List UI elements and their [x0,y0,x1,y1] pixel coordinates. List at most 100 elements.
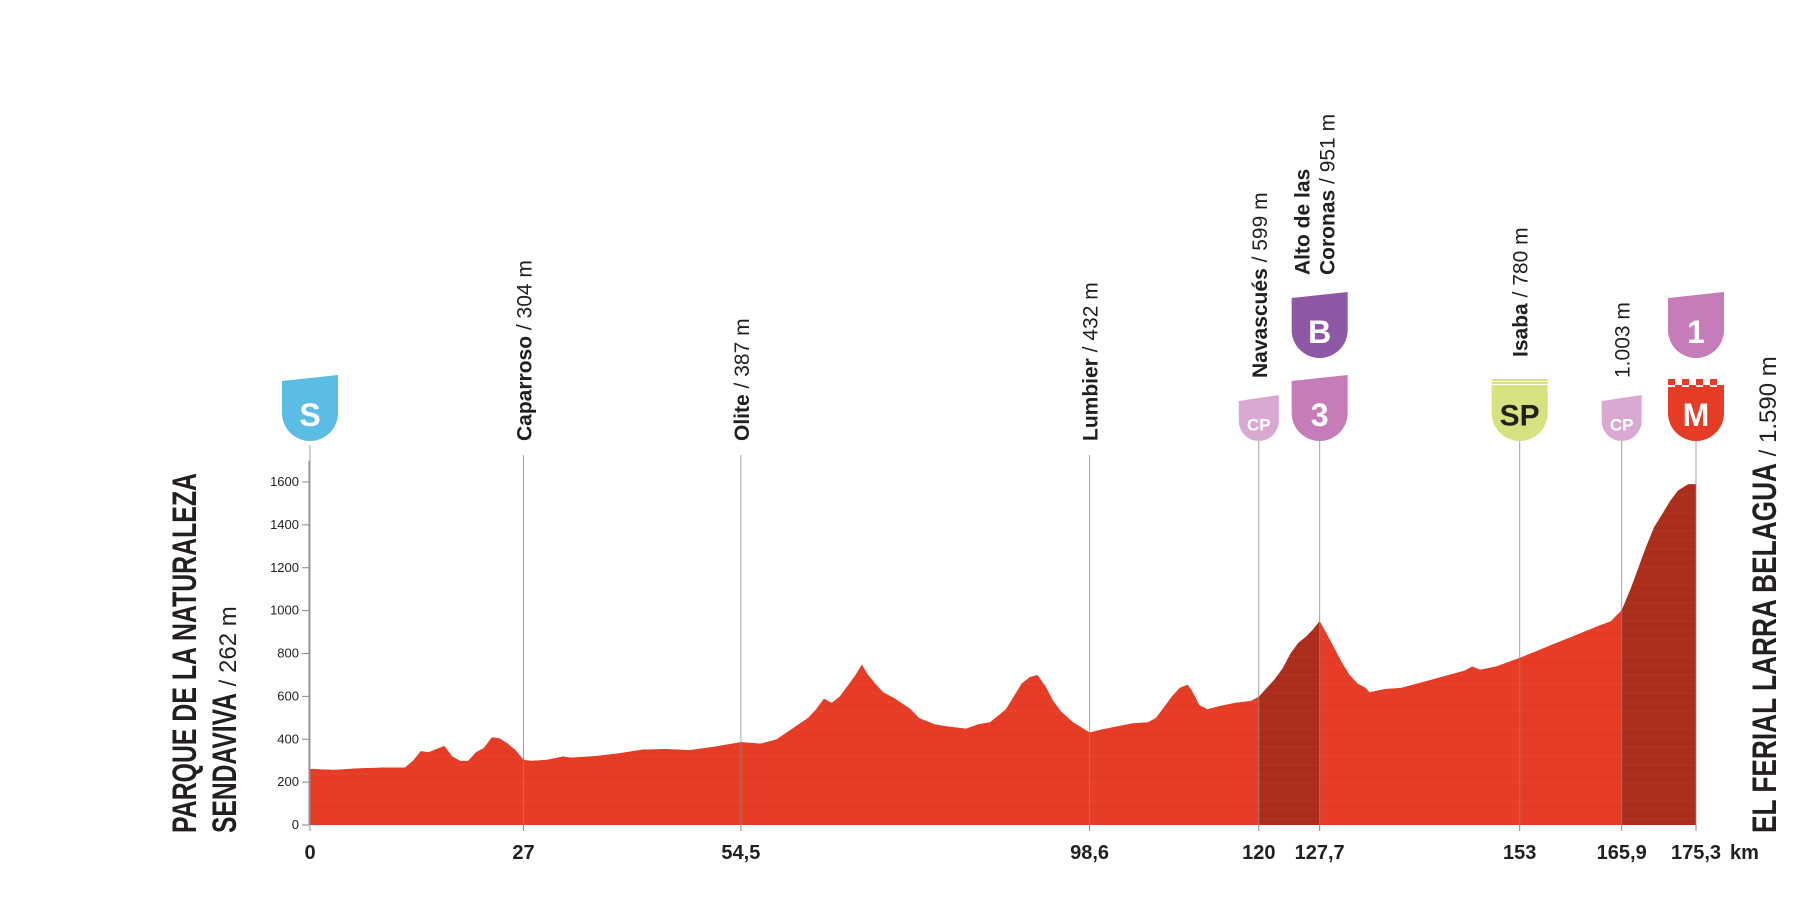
place-text: Olite / 387 m [731,318,754,441]
place-text: Isaba / 780 m [1510,227,1533,357]
x-tick-label: 0 [304,842,315,864]
start-label-altitude: / 262 m [215,606,242,693]
place-label: Caparroso / 304 m [513,260,536,441]
place-text: Navascués / 599 m [1249,192,1272,378]
place-label: Lumbier / 432 m [1080,282,1103,441]
cp-badge-label: CP [1247,415,1271,434]
start-badge-flag [282,375,338,387]
place-text: Caparroso / 304 m [513,260,536,441]
place-name: Olite [731,394,754,441]
cp-badge-flag [1601,395,1642,407]
x-tick-label: 175,3 [1671,842,1721,864]
place-altitude: / 951 m [1317,114,1340,190]
x-axis: 0 27 54,5 98,6 120 127,7 153 165,9 175,3 km [304,825,1759,864]
profile-area [310,484,1696,825]
place-name-line2: Coronas / 951 m [1317,114,1340,275]
elevation-profile [310,0,1696,825]
cat1-badge-shape [1668,304,1724,358]
cat1-badge-label: 1 [1687,314,1705,350]
checker-square [1696,379,1703,385]
cp-badge: CP [1601,395,1642,442]
sp-badge: SP [1491,379,1548,442]
guide-lines [309,440,1697,825]
place-altitude: / 780 m [1510,227,1533,303]
profile-sky-mask [310,0,1696,770]
start-badge: S [282,375,338,441]
place-name: Navascués [1249,268,1272,378]
place-label: Olite / 387 m [731,318,754,441]
sp-badge-shape [1491,387,1548,442]
y-tick-label: 400 [277,731,299,746]
badges: S CP 3 B SP CP M 1 [282,292,1724,442]
y-tick-label: 1400 [270,517,299,532]
catB-badge: B [1291,292,1348,359]
cp-badge-label: CP [1610,415,1634,434]
y-tick-label: 1600 [270,474,299,489]
cat1-badge: 1 [1668,292,1724,358]
finish-label-altitude: / 1.590 m [1755,356,1782,463]
finish-badge-label: M [1683,397,1710,433]
place-altitude: / 432 m [1080,282,1103,358]
x-tick-label: 165,9 [1597,842,1647,864]
place-label: Navascués / 599 m [1249,192,1272,378]
x-tick-label: 27 [512,842,534,864]
catB-badge-shape [1291,304,1348,359]
place-name: Isaba [1510,303,1533,357]
cp-badge: CP [1238,395,1279,442]
cat1-badge-flag [1668,292,1724,304]
catB-badge-flag [1291,292,1348,304]
finish-label-group: EL FERIAL LARRA BELAGUA / 1.590 m [1746,356,1784,833]
x-tick-label: 54,5 [721,842,760,864]
cat3-badge-shape [1291,387,1348,442]
badge-stripe [1491,379,1548,381]
start-label-line1: PARQUE DE LA NATURALEZA [166,473,204,833]
catB-badge-label: B [1308,314,1331,350]
start-label: PARQUE DE LA NATURALEZA SENDAVIVA / 262 … [166,473,244,833]
place-altitude: / 387 m [731,318,754,394]
x-tick-label: 127,7 [1295,842,1345,864]
cp-badge-flag [1238,395,1279,407]
start-label-line2: SENDAVIVA [206,693,244,833]
place-labels: Caparroso / 304 m Olite / 387 m Lumbier / … [513,114,1634,441]
cat3-badge: 3 [1291,375,1348,442]
place-name: Caparroso [513,336,536,441]
cat3-badge-label: 3 [1311,397,1329,433]
y-tick-label: 1000 [270,603,299,618]
checker-square [1668,379,1675,385]
finish-badge-shape [1668,387,1724,441]
start-badge-shape [282,387,338,441]
place-altitude: / 599 m [1249,192,1272,268]
y-tick-label: 600 [277,688,299,703]
x-tick-label: 120 [1242,842,1275,864]
place-text: 1.003 m [1612,302,1635,378]
checker-square [1717,385,1724,391]
finish-badge: M [1668,379,1724,441]
place-label: Isaba / 780 m [1510,227,1533,357]
x-unit-label: km [1730,842,1759,864]
x-tick-label: 153 [1503,842,1536,864]
place-name: Lumbier [1080,358,1103,441]
badge-stripe [1491,382,1548,384]
checker-square [1682,379,1689,385]
cp-badge-shape [1238,407,1279,442]
profile-climb-segment-1 [1258,621,1320,825]
cp-badge-shape [1601,407,1642,442]
checker-square [1703,385,1710,391]
finish-label: EL FERIAL LARRA BELAGUA / 1.590 m [1746,356,1784,833]
checker-square [1675,385,1682,391]
y-tick-label: 200 [277,774,299,789]
checker-square [1689,385,1696,391]
finish-label-name: EL FERIAL LARRA BELAGUA [1746,463,1784,833]
x-tick-label: 98,6 [1070,842,1109,864]
place-name: Alto de las [1292,169,1315,275]
start-label-line2-group: SENDAVIVA / 262 m [206,606,244,833]
y-tick-label: 800 [277,646,299,661]
checker-square [1710,379,1717,385]
place-label: 1.003 m [1612,302,1635,378]
sp-badge-label: SP [1500,399,1540,432]
cat3-badge-flag [1291,375,1348,387]
place-text: Lumbier / 432 m [1080,282,1103,441]
profile-climb-segment-2 [1621,484,1696,825]
y-axis: 0 200 400 600 800 1000 1200 1400 1600 [270,460,310,832]
y-tick-label: 0 [292,817,299,832]
